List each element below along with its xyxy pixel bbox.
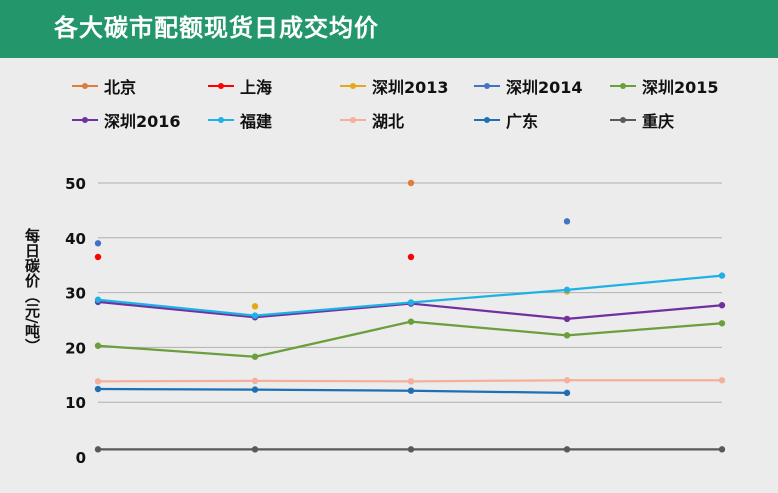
data-point [407, 179, 415, 187]
series-line [97, 387, 568, 395]
legend-swatch [610, 114, 636, 126]
data-point [407, 378, 415, 385]
data-point [718, 320, 726, 327]
data-point [407, 318, 415, 325]
data-point [563, 315, 571, 323]
y-axis-label: 每日碳价（元/吨） [23, 228, 41, 354]
legend-swatch [72, 80, 98, 92]
legend-label: 北京 [104, 78, 137, 97]
y-tick-label: 40 [65, 230, 86, 248]
data-point [94, 296, 102, 303]
legend-swatch [474, 80, 500, 92]
data-point [94, 446, 102, 453]
data-point [251, 353, 259, 360]
legend-item: 深圳2013 [340, 72, 449, 100]
legend-swatch [474, 114, 500, 126]
data-point [94, 378, 102, 385]
legend-label: 上海 [240, 78, 273, 97]
legend-swatch [610, 80, 636, 92]
chart-title: 各大碳市配额现货日成交均价 [54, 14, 379, 42]
data-point [94, 253, 102, 261]
data-point [563, 218, 571, 225]
legend-item: 深圳2016 [72, 106, 181, 134]
legend-item: 福建 [208, 106, 272, 134]
y-tick-label: 30 [65, 285, 86, 303]
legend-label: 深圳2013 [372, 78, 449, 97]
data-point [563, 377, 571, 384]
data-point [563, 332, 571, 339]
y-tick-label: 10 [65, 394, 86, 412]
legend-label: 湖北 [372, 112, 405, 131]
legend-swatch [340, 114, 366, 126]
data-point [718, 377, 726, 384]
legend-label: 深圳2015 [642, 78, 719, 97]
legend-label: 深圳2016 [104, 112, 181, 131]
legend-item: 重庆 [610, 106, 674, 134]
legend-label: 福建 [240, 112, 273, 131]
data-point [94, 342, 102, 349]
data-point [718, 446, 726, 453]
data-point [94, 240, 102, 247]
data-point [251, 446, 259, 453]
legend-label: 广东 [506, 112, 539, 131]
y-tick-label: 20 [65, 339, 86, 357]
data-point [251, 312, 259, 319]
legend-item: 深圳2015 [610, 72, 719, 100]
data-point [718, 302, 726, 309]
data-point [563, 446, 571, 453]
data-point [407, 387, 415, 394]
legend-swatch [340, 80, 366, 92]
data-point [407, 446, 415, 453]
data-point [563, 286, 571, 294]
legend-item: 广东 [474, 106, 538, 134]
series-line [97, 320, 723, 358]
legend-item: 上海 [208, 72, 272, 100]
data-point [407, 253, 415, 261]
data-point [251, 386, 259, 393]
y-tick-label: 0 [76, 449, 86, 467]
legend-item: 北京 [72, 72, 136, 100]
data-point [251, 303, 259, 310]
legend-label: 重庆 [642, 112, 675, 131]
title-bar: 各大碳市配额现货日成交均价 [0, 0, 778, 58]
data-point [563, 389, 571, 397]
data-point [718, 272, 726, 279]
data-point [94, 385, 102, 393]
legend-label: 深圳2014 [506, 78, 583, 97]
y-tick-label: 50 [65, 175, 86, 193]
series-line [97, 274, 723, 317]
legend-swatch [72, 114, 98, 126]
data-point [251, 377, 259, 385]
legend-swatch [208, 80, 234, 92]
data-point [407, 299, 415, 306]
legend-item: 深圳2014 [474, 72, 583, 100]
legend: 北京 上海 深圳2013 深圳2014 深圳2015 深圳2016 福建 湖北 广东 重庆 [0, 70, 778, 134]
legend-swatch [208, 114, 234, 126]
legend-item: 湖北 [340, 106, 404, 134]
